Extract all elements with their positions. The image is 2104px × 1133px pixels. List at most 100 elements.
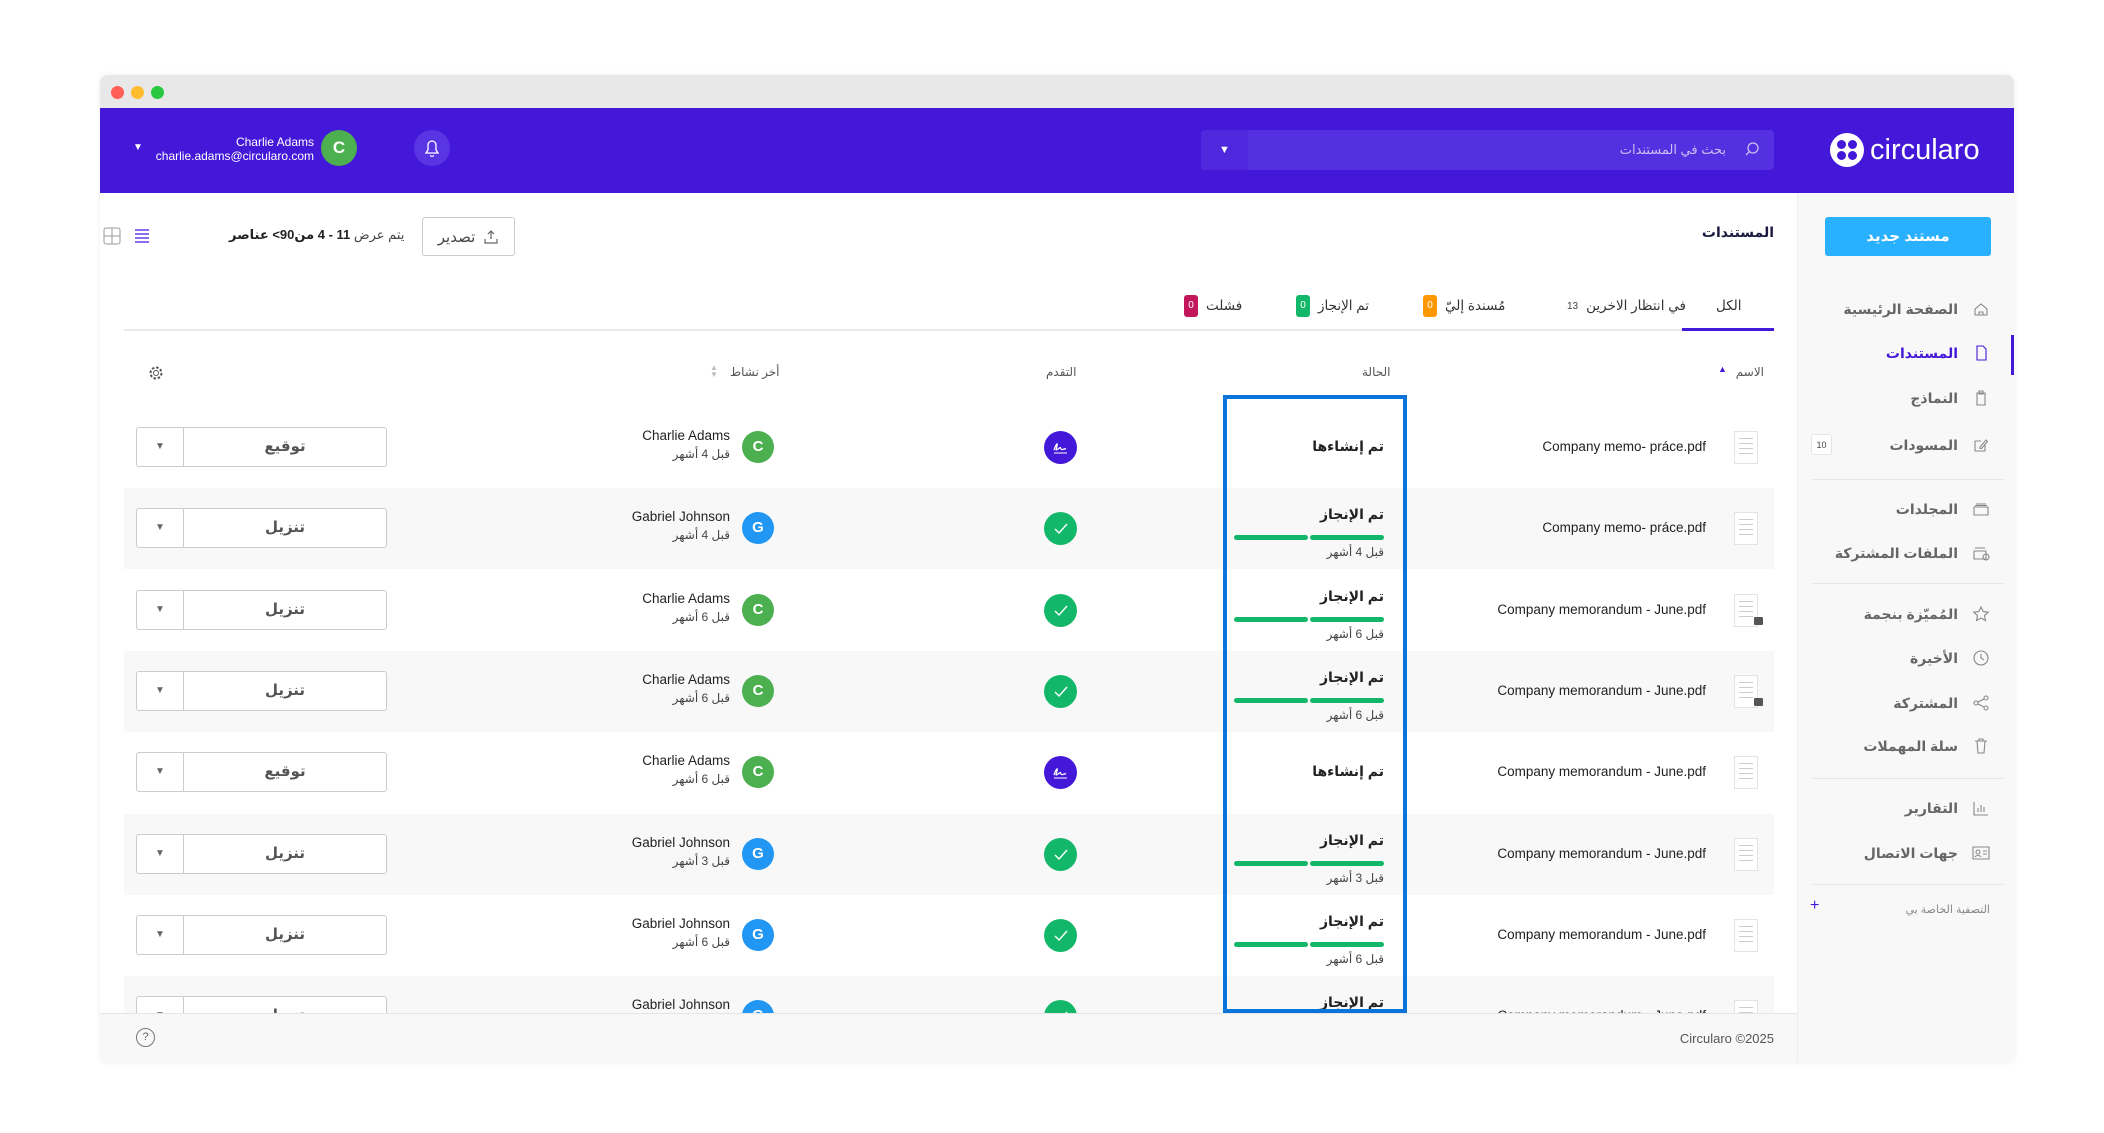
row-action-button[interactable]: ▼ تنزيل xyxy=(136,833,387,874)
sidebar-item-8[interactable]: المشتركة xyxy=(1893,689,1990,717)
action-label[interactable]: تنزيل xyxy=(264,844,306,862)
sidebar-item-10[interactable]: التقارير xyxy=(1905,794,1990,822)
sidebar-item-0[interactable]: الصفحة الرئيسية xyxy=(1843,295,1990,323)
document-thumbnail[interactable] xyxy=(1734,431,1758,464)
export-button[interactable]: تصدير xyxy=(422,217,515,256)
title-bar xyxy=(100,75,2014,108)
action-label[interactable]: تنزيل xyxy=(264,925,306,943)
row-action-button[interactable]: ▼ تنزيل xyxy=(136,914,387,955)
row-action-button[interactable]: ▼تنزيل xyxy=(136,996,387,1013)
user-menu[interactable]: Charlie Adams charlie.adams@circularo.co… xyxy=(156,135,314,163)
shared-folder-icon xyxy=(1973,547,1990,561)
sidebar-item-label: جهات الاتصال xyxy=(1863,844,1958,861)
sidebar-item-3[interactable]: المسودات xyxy=(1889,431,1990,459)
brand-name: circularo xyxy=(1870,133,1980,166)
table-row[interactable]: Company memo- práce.pdf تم الإنجاز قبل 4 … xyxy=(124,488,1774,570)
document-thumbnail[interactable] xyxy=(1734,918,1758,952)
sidebar-item-9[interactable]: سلة المهملات xyxy=(1863,732,1990,760)
document-name[interactable]: Company memorandum - June.pdf xyxy=(1497,764,1706,780)
sidebar-item-label: المشتركة xyxy=(1893,694,1958,711)
maximize-window-button[interactable] xyxy=(151,86,164,99)
user-avatar[interactable]: C xyxy=(321,130,357,166)
document-name[interactable]: Company memorandum - June.pdf xyxy=(1497,845,1706,861)
document-thumbnail[interactable] xyxy=(1734,756,1758,790)
sidebar-item-4[interactable]: المجلدات xyxy=(1896,495,1990,523)
document-name[interactable]: Company memorandum - June.pdf xyxy=(1497,601,1706,617)
custom-filter-label: التصفية الخاصة بي xyxy=(1905,904,1991,916)
action-dropdown-caret-icon[interactable]: ▼ xyxy=(137,428,184,466)
sidebar-item-11[interactable]: جهات الاتصال xyxy=(1864,839,1990,867)
tab-0[interactable]: الكل xyxy=(1716,291,1742,321)
table-row[interactable]: Company memorandum - June.pdf تم إنشاءها … xyxy=(124,732,1774,813)
sidebar-item-5[interactable]: الملفات المشتركة xyxy=(1835,539,1990,567)
activity-user: Gabriel Johnson xyxy=(631,509,730,525)
activity-user: Charlie Adams xyxy=(642,428,730,443)
action-label[interactable]: تنزيل xyxy=(184,997,386,1013)
sort-both-icon[interactable]: ▲ ▼ xyxy=(710,363,718,379)
active-nav-indicator xyxy=(2011,335,2014,375)
table-row[interactable]: Company memo- práce.pdf تم إنشاءها Charli… xyxy=(124,407,1774,488)
tab-label: مُسندة إليّ xyxy=(1445,298,1506,313)
document-thumbnail[interactable] xyxy=(1734,593,1763,627)
sidebar-divider xyxy=(1813,884,2003,885)
action-dropdown-caret-icon[interactable]: ▼ xyxy=(137,997,184,1013)
action-dropdown-caret-icon[interactable]: ▼ xyxy=(137,915,184,954)
document-name[interactable]: Company memorandum - June.pdf xyxy=(1497,682,1706,698)
tab-3[interactable]: تم الإنجاز 0 xyxy=(1296,291,1369,321)
notifications-button[interactable] xyxy=(414,130,450,166)
action-label[interactable]: تنزيل xyxy=(264,519,306,537)
list-view-icon[interactable] xyxy=(133,227,151,245)
action-dropdown-caret-icon[interactable]: ▼ xyxy=(137,671,184,710)
logo[interactable]: circularo xyxy=(1830,128,1980,172)
action-label[interactable]: تنزيل xyxy=(264,600,306,618)
sort-asc-icon[interactable]: ▲ xyxy=(1718,364,1727,374)
action-label[interactable]: توقيع xyxy=(264,763,306,781)
add-filter-plus-icon[interactable]: + xyxy=(1810,897,1820,914)
document-thumbnail[interactable] xyxy=(1734,1000,1758,1013)
sidebar-item-1[interactable]: المستندات xyxy=(1886,339,1990,367)
column-header-status: الحالة xyxy=(1362,365,1391,379)
action-dropdown-caret-icon[interactable]: ▼ xyxy=(137,753,184,792)
tab-4[interactable]: فشلت 0 xyxy=(1184,291,1242,321)
row-action-button[interactable]: ▼ توقيع xyxy=(136,752,387,793)
action-dropdown-caret-icon[interactable]: ▼ xyxy=(137,834,184,873)
column-header-last-activity[interactable]: أخر نشاط xyxy=(730,365,780,379)
document-thumbnail[interactable] xyxy=(1734,837,1758,871)
new-document-button[interactable]: مستند جديد xyxy=(1825,217,1991,256)
user-menu-caret-icon[interactable]: ▼ xyxy=(133,142,143,153)
action-label[interactable]: تنزيل xyxy=(264,681,306,699)
close-window-button[interactable] xyxy=(111,86,124,99)
document-name[interactable]: Company memo- práce.pdf xyxy=(1542,520,1706,536)
row-action-button[interactable]: ▼ تنزيل xyxy=(136,508,387,549)
sidebar-item-7[interactable]: الأخيرة xyxy=(1910,644,1990,672)
search-filter-dropdown[interactable]: ▼ xyxy=(1201,130,1248,170)
row-action-button[interactable]: ▼ تنزيل xyxy=(136,589,387,630)
column-header-name[interactable]: الاسم xyxy=(1735,365,1764,379)
help-icon[interactable]: ? xyxy=(136,1028,155,1047)
sidebar-item-6[interactable]: المُميّزة بنجمة xyxy=(1864,600,1990,628)
template-icon xyxy=(1976,390,1986,406)
document-thumbnail[interactable] xyxy=(1734,674,1763,708)
action-dropdown-caret-icon[interactable]: ▼ xyxy=(137,590,184,629)
sidebar-item-2[interactable]: النماذج xyxy=(1910,384,1990,412)
document-name[interactable]: Company memorandum - June.pdf xyxy=(1497,926,1706,942)
document-name[interactable]: Company memo- práce.pdf xyxy=(1542,439,1706,454)
document-name[interactable]: Company memorandum - June.pdf xyxy=(1497,1008,1706,1013)
row-action-button[interactable]: ▼ توقيع xyxy=(136,427,387,467)
sidebar-divider xyxy=(1813,479,2003,480)
tab-2[interactable]: مُسندة إليّ 0 xyxy=(1423,291,1505,321)
search-input[interactable]: ▼ بحث في المستندات xyxy=(1201,130,1774,170)
document-thumbnail[interactable] xyxy=(1734,512,1758,546)
action-dropdown-caret-icon[interactable]: ▼ xyxy=(137,509,184,548)
action-label[interactable]: توقيع xyxy=(264,438,306,455)
table-settings-gear-icon[interactable] xyxy=(148,365,164,381)
minimize-window-button[interactable] xyxy=(131,86,144,99)
grid-view-icon[interactable] xyxy=(103,227,121,245)
row-action-button[interactable]: ▼ تنزيل xyxy=(136,670,387,711)
tab-1[interactable]: في انتظار الاخرين 13 xyxy=(1567,291,1686,321)
